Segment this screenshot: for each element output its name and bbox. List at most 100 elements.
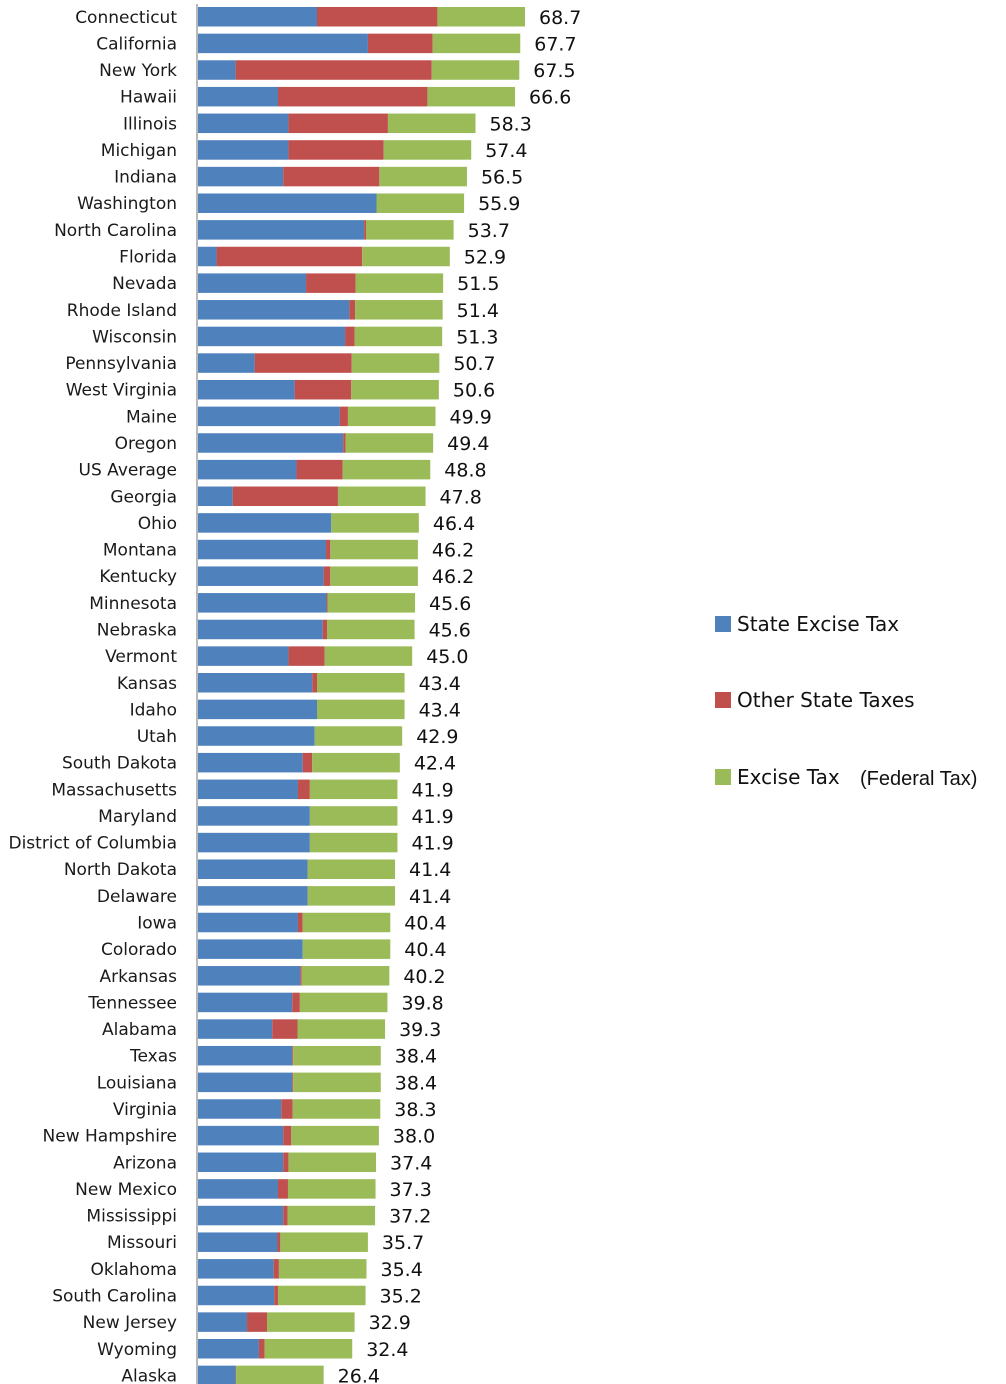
bar-south-carolina-other-state-taxes <box>274 1285 278 1306</box>
bar-connecticut-other-state-taxes <box>317 7 438 27</box>
category-label-montana: Montana <box>103 541 177 561</box>
total-label-new-hampshire: 38.0 <box>393 1126 435 1148</box>
bar-georgia-other-state-taxes <box>232 486 338 507</box>
bar-alabama-state-excise-tax <box>198 1019 273 1039</box>
total-label-new-jersey: 32.9 <box>369 1312 411 1334</box>
total-label-new-york: 67.5 <box>533 60 575 82</box>
category-label-ohio: Ohio <box>138 514 177 534</box>
total-label-missouri: 35.7 <box>382 1232 424 1254</box>
bar-rhode-island-state-excise-tax <box>198 300 350 320</box>
category-label-florida: Florida <box>119 248 177 268</box>
bar-kansas-excise-tax <box>317 673 405 693</box>
bar-south-carolina-excise-tax <box>277 1285 366 1306</box>
bar-south-dakota-other-state-taxes <box>302 752 313 773</box>
bar-iowa-other-state-taxes <box>297 912 303 933</box>
bar-georgia-state-excise-tax <box>198 486 233 507</box>
total-label-tennessee: 39.8 <box>401 992 443 1014</box>
bar-arkansas-state-excise-tax <box>198 966 301 986</box>
total-label-us-average: 48.8 <box>444 460 486 482</box>
bar-rhode-island-excise-tax <box>355 300 443 320</box>
category-label-kansas: Kansas <box>117 674 177 694</box>
category-label-iowa: Iowa <box>137 914 177 934</box>
total-label-illinois: 58.3 <box>490 113 532 135</box>
bar-north-carolina-excise-tax <box>366 220 454 240</box>
category-labels: Connecticut California New York Hawaii Illin… <box>8 8 177 1384</box>
bar-virginia-other-state-taxes <box>281 1099 293 1119</box>
category-label-idaho: Idaho <box>130 700 177 720</box>
category-label-alabama: Alabama <box>102 1020 177 1040</box>
bar-louisiana-state-excise-tax <box>198 1072 293 1093</box>
category-label-washington: Washington <box>77 194 177 214</box>
total-label-georgia: 47.8 <box>440 486 482 508</box>
total-label-maine: 49.9 <box>450 406 492 428</box>
category-label-wisconsin: Wisconsin <box>92 327 177 347</box>
bar-oregon-other-state-taxes <box>343 433 346 453</box>
total-label-washington: 55.9 <box>478 193 520 215</box>
bar-oklahoma-other-state-taxes <box>273 1259 279 1279</box>
bar-arizona-excise-tax <box>288 1152 377 1173</box>
total-label-delaware: 41.4 <box>409 886 451 908</box>
bar-maryland-state-excise-tax <box>198 806 310 826</box>
total-label-mississippi: 37.2 <box>389 1206 431 1228</box>
bar-delaware-excise-tax <box>307 886 396 906</box>
bar-vermont-excise-tax <box>324 646 413 666</box>
bar-illinois-state-excise-tax <box>198 113 289 134</box>
bar-vermont-other-state-taxes <box>288 646 325 666</box>
bar-arizona-state-excise-tax <box>198 1152 284 1173</box>
category-label-new-hampshire: New Hampshire <box>43 1127 177 1147</box>
bar-utah-state-excise-tax <box>198 726 315 746</box>
total-label-arkansas: 40.2 <box>403 966 445 988</box>
category-label-wyoming: Wyoming <box>97 1340 177 1360</box>
bar-rhode-island-other-state-taxes <box>349 300 356 320</box>
bar-florida-other-state-taxes <box>216 246 363 267</box>
bar-kentucky-excise-tax <box>330 566 418 586</box>
category-label-rhode-island: Rhode Island <box>67 301 177 321</box>
bar-wisconsin-other-state-taxes <box>345 326 355 347</box>
bar-michigan-state-excise-tax <box>198 140 289 160</box>
bar-california-state-excise-tax <box>198 33 368 54</box>
bar-alabama-other-state-taxes <box>272 1019 298 1039</box>
bar-pennsylvania-state-excise-tax <box>198 353 255 373</box>
category-label-connecticut: Connecticut <box>75 8 177 28</box>
legend-label-excise-tax: Excise Tax <box>737 765 840 789</box>
bar-us-average-other-state-taxes <box>296 459 343 480</box>
total-label-oregon: 49.4 <box>447 433 489 455</box>
bar-kansas-state-excise-tax <box>198 673 313 693</box>
bar-new-jersey-excise-tax <box>267 1312 355 1332</box>
total-label-north-dakota: 41.4 <box>409 859 451 881</box>
total-label-rhode-island: 51.4 <box>457 300 499 322</box>
total-label-montana: 46.2 <box>432 540 474 562</box>
bar-new-york-other-state-taxes <box>235 60 432 80</box>
category-label-new-jersey: New Jersey <box>83 1313 177 1333</box>
bar-hawaii-other-state-taxes <box>277 86 428 107</box>
bar-pennsylvania-excise-tax <box>351 353 440 373</box>
total-label-florida: 52.9 <box>464 247 506 269</box>
total-label-indiana: 56.5 <box>481 167 523 189</box>
bar-texas-excise-tax <box>293 1045 381 1066</box>
total-label-alaska: 26.4 <box>338 1365 380 1384</box>
category-label-louisiana: Louisiana <box>97 1073 177 1093</box>
bar-new-jersey-other-state-taxes <box>247 1312 268 1332</box>
bar-north-carolina-state-excise-tax <box>198 220 365 240</box>
bar-oklahoma-state-excise-tax <box>198 1259 274 1279</box>
bar-alabama-excise-tax <box>297 1019 386 1039</box>
bar-texas-other-state-taxes <box>292 1045 294 1066</box>
category-label-vermont: Vermont <box>105 647 177 667</box>
category-label-indiana: Indiana <box>114 168 177 188</box>
bar-hawaii-state-excise-tax <box>198 86 278 107</box>
bar-tennessee-state-excise-tax <box>198 992 293 1013</box>
category-label-alaska: Alaska <box>121 1366 177 1384</box>
bar-indiana-excise-tax <box>379 166 467 187</box>
total-label-wisconsin: 51.3 <box>456 326 498 348</box>
category-label-illinois: Illinois <box>123 114 177 134</box>
bar-virginia-excise-tax <box>292 1099 381 1119</box>
bar-montana-other-state-taxes <box>326 539 331 560</box>
bar-florida-excise-tax <box>362 246 450 267</box>
bar-minnesota-state-excise-tax <box>198 593 327 613</box>
total-label-alabama: 39.3 <box>399 1019 441 1041</box>
bar-new-hampshire-state-excise-tax <box>198 1125 284 1146</box>
bar-wisconsin-excise-tax <box>354 326 443 347</box>
bar-massachusetts-other-state-taxes <box>297 779 310 800</box>
total-label-north-carolina: 53.7 <box>468 220 510 242</box>
bar-indiana-state-excise-tax <box>198 166 284 187</box>
